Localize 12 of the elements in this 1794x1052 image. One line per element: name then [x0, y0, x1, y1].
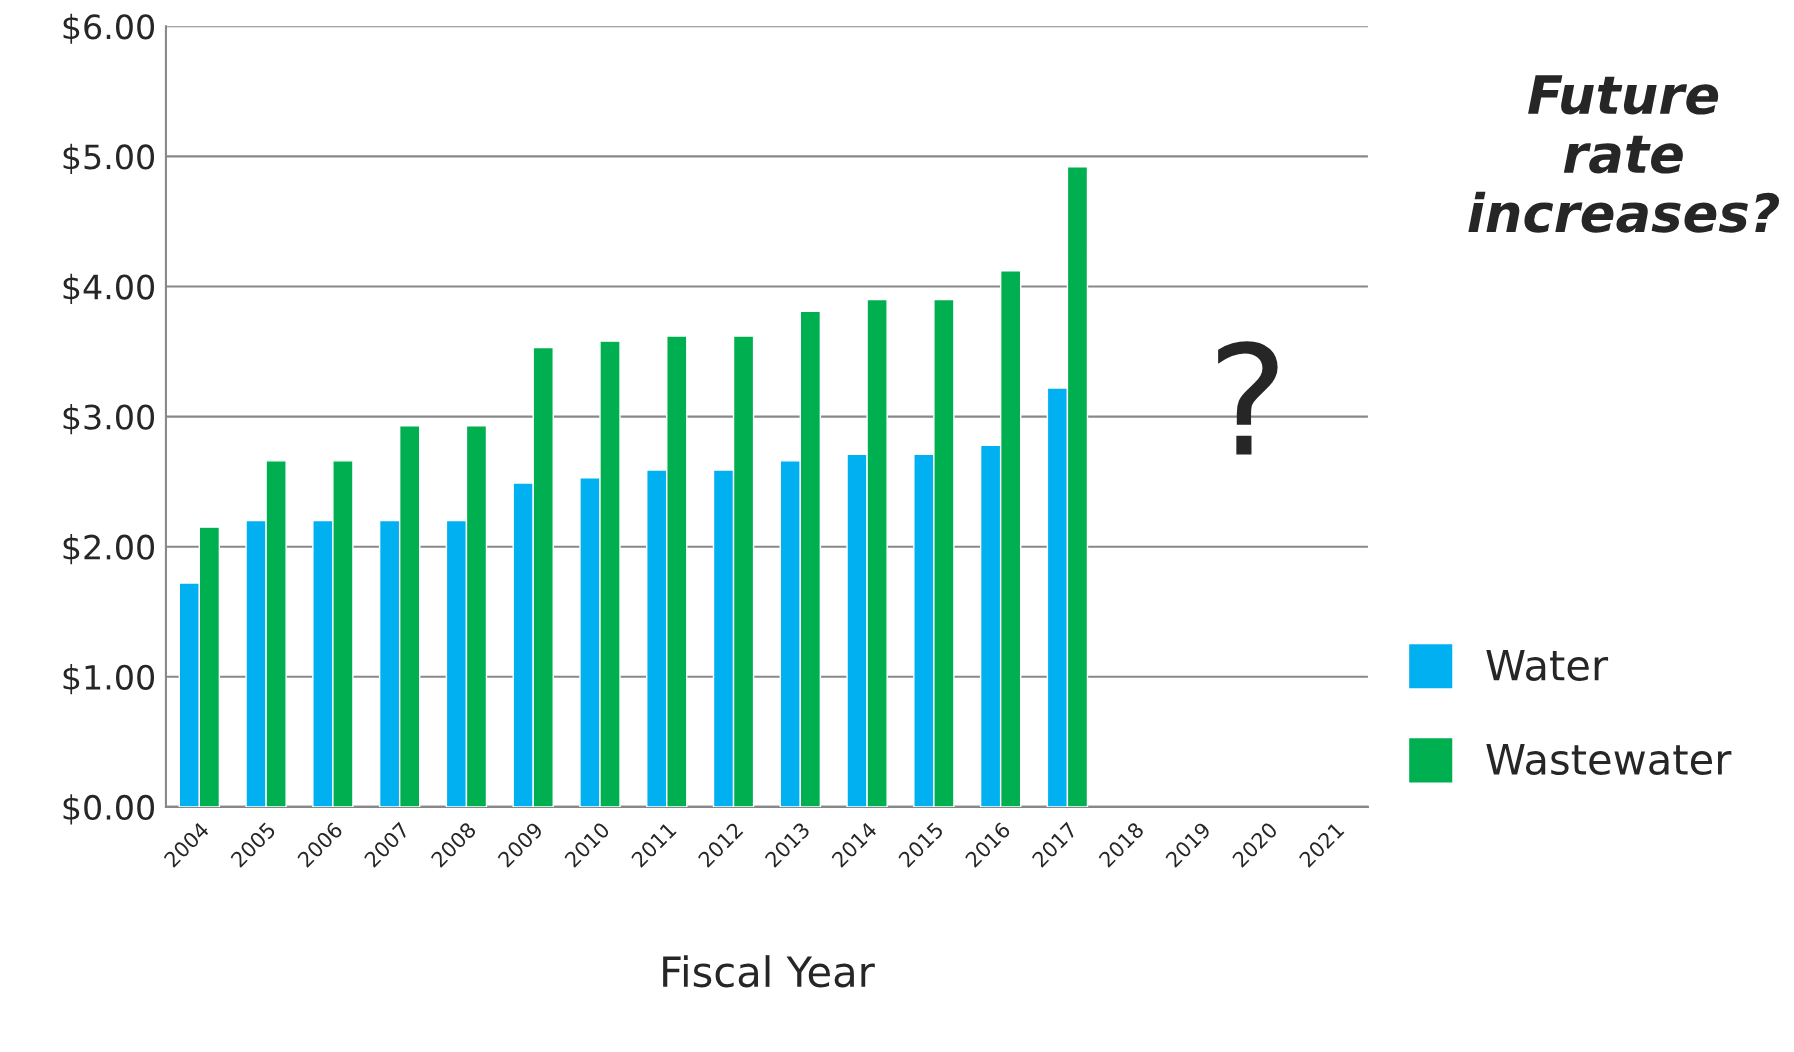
legend-label: Water [1486, 649, 1609, 681]
y-tick-label: $1.00 [63, 664, 155, 695]
annotation: ? [1218, 341, 1278, 455]
y-tick-label: $5.00 [63, 143, 155, 174]
text: Future rate increases? [1468, 75, 1780, 233]
x-axis-title: Fiscal Year [663, 955, 875, 988]
legend-label: Wastewater [1486, 744, 1732, 775]
y-tick-label: $4.00 [63, 273, 155, 305]
y-tick-label: $3.00 [63, 403, 155, 435]
y-tick-label: $0.00 [63, 794, 155, 825]
y-tick-label: $2.00 [63, 534, 155, 565]
y-tick-label: $6.00 [63, 13, 155, 44]
